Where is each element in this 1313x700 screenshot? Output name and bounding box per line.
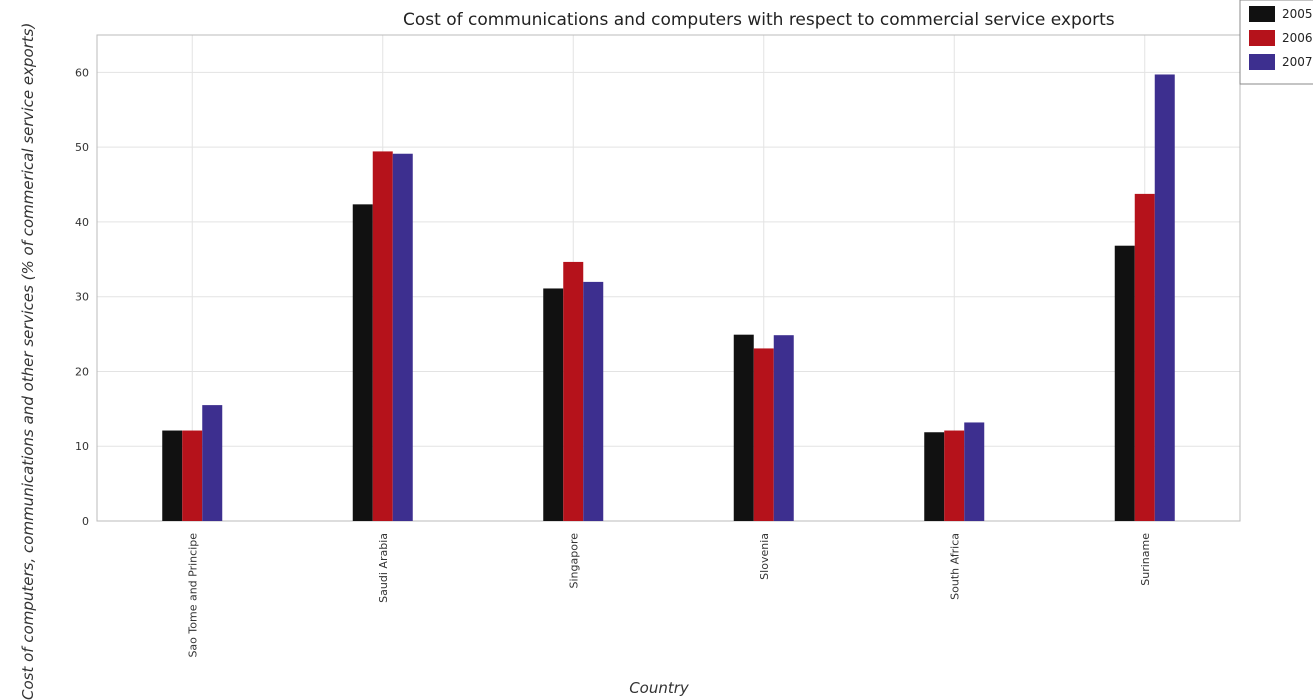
y-tick-label: 0 xyxy=(82,515,89,528)
x-tick-label: South Africa xyxy=(948,533,961,600)
bar-2006-suriname xyxy=(1134,193,1155,521)
bar-2007-suriname xyxy=(1154,74,1175,522)
bar-2007-slovenia xyxy=(773,335,794,521)
x-ticks: Sao Tome and Principe Saudi Arabia Singapo… xyxy=(186,533,1152,658)
bar-2006-singapore xyxy=(563,261,584,521)
bar-2005-saudi-arabia xyxy=(352,204,373,522)
chart-title: Cost of communications and computers wit… xyxy=(403,10,1115,30)
bar-2007-sao-tome-and-principe xyxy=(202,405,223,521)
bar-2005-south-africa xyxy=(924,432,945,521)
x-tick-label: Sao Tome and Principe xyxy=(186,533,199,658)
x-tick-label: Slovenia xyxy=(758,533,771,580)
legend-swatch-2007 xyxy=(1249,54,1275,70)
bar-2005-singapore xyxy=(543,288,564,521)
bar-2006-south-africa xyxy=(944,430,965,521)
legend-swatch-2005 xyxy=(1249,6,1275,22)
bar-2005-sao-tome-and-principe xyxy=(162,430,183,521)
x-tick-label: Saudi Arabia xyxy=(377,533,390,603)
y-tick-label: 50 xyxy=(75,141,89,154)
y-tick-label: 10 xyxy=(75,440,89,453)
legend-label-2006: 2006 xyxy=(1282,31,1313,45)
y-tick-label: 20 xyxy=(75,365,89,378)
bar-2006-sao-tome-and-principe xyxy=(182,430,203,521)
legend-label-2005: 2005 xyxy=(1282,7,1313,21)
bars xyxy=(162,74,1175,522)
x-tick-label: Suriname xyxy=(1139,533,1152,586)
legend-swatch-2006 xyxy=(1249,30,1275,46)
bar-2006-slovenia xyxy=(753,348,774,521)
y-tick-label: 60 xyxy=(75,66,89,79)
bar-2007-saudi-arabia xyxy=(392,153,413,522)
grid xyxy=(97,35,1240,522)
x-tick-label: Singapore xyxy=(567,533,580,589)
bar-2007-singapore xyxy=(583,281,604,521)
bar-2005-slovenia xyxy=(733,334,754,521)
bar-2006-saudi-arabia xyxy=(372,151,393,521)
y-axis-label: Cost of computers, communications and ot… xyxy=(19,23,37,700)
y-ticks: 0 10 20 30 40 50 60 xyxy=(75,66,89,528)
legend: 2005 2006 2007 xyxy=(1239,0,1313,85)
bar-2007-south-africa xyxy=(964,422,985,521)
bar-2005-suriname xyxy=(1114,245,1135,521)
y-tick-label: 40 xyxy=(75,216,89,229)
x-axis-label: Country xyxy=(629,679,690,697)
legend-label-2007: 2007 xyxy=(1282,55,1313,69)
y-tick-label: 30 xyxy=(75,291,89,304)
plot-area xyxy=(96,34,1241,522)
